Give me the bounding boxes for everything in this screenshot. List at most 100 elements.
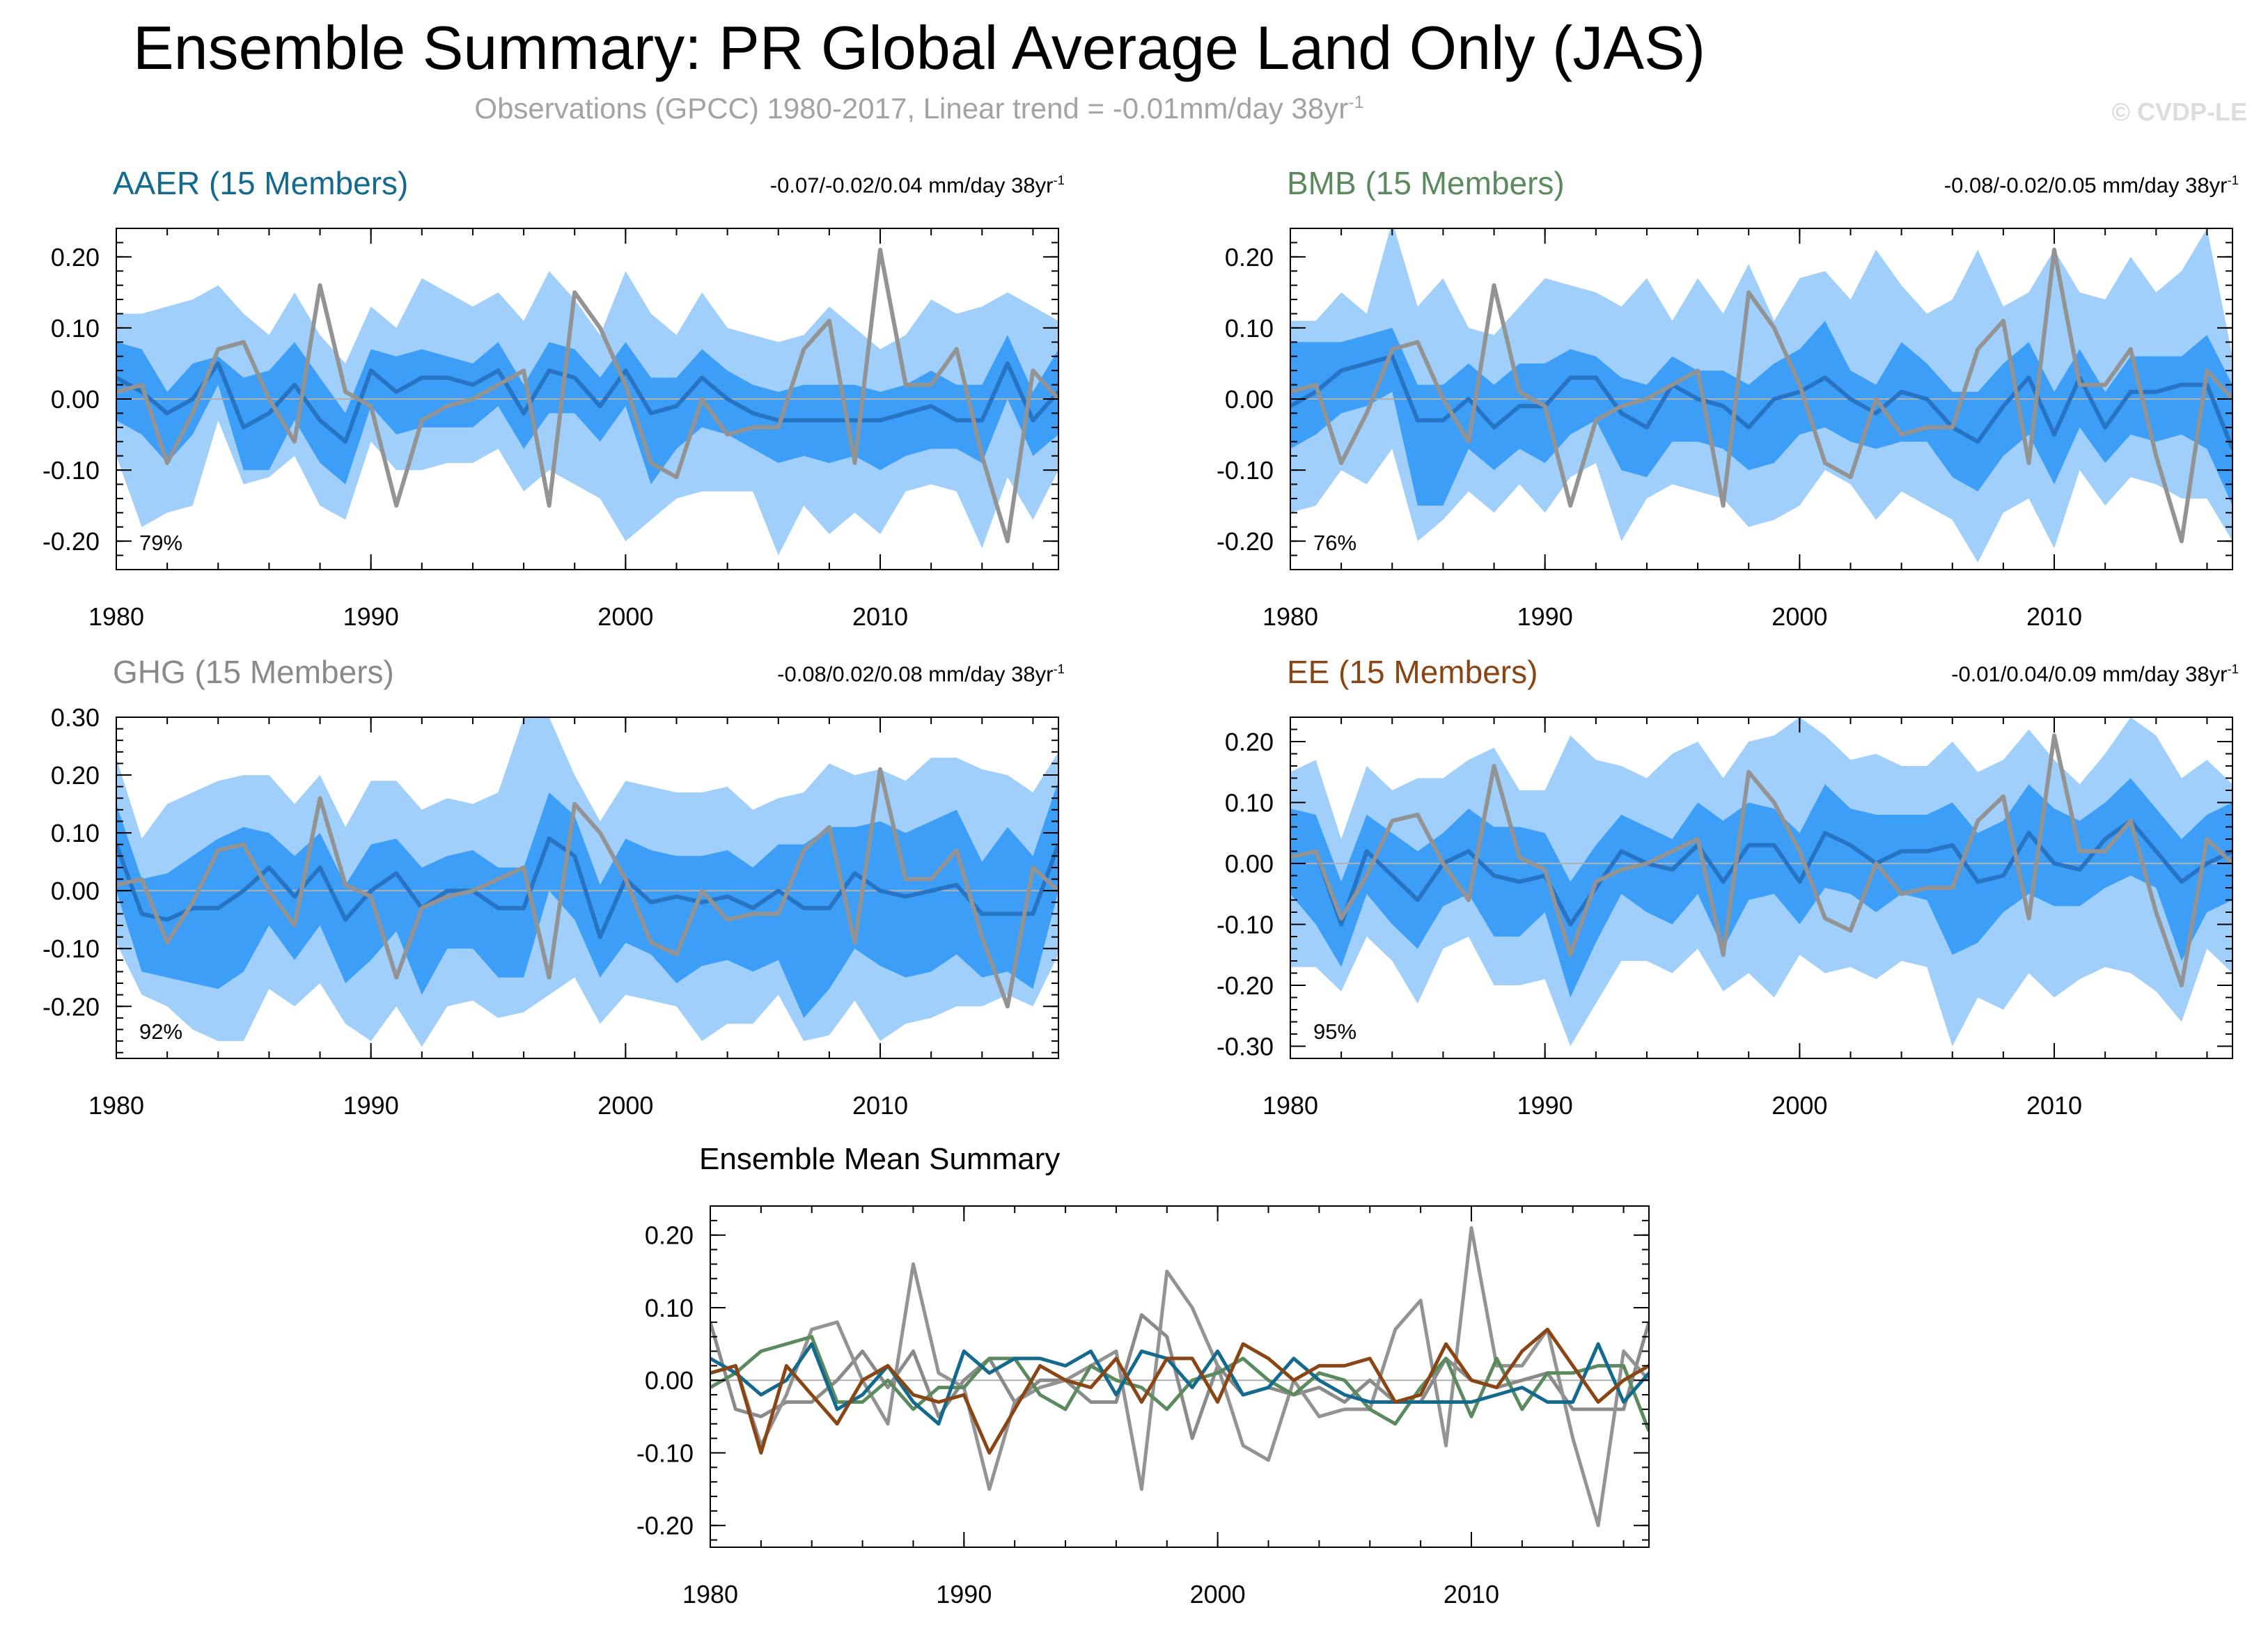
chart-ensmean: -0.20 -0.10 0.00 0.10 0.20 1980 1990 2000 2010	[636, 1205, 1650, 1609]
observations-line	[1290, 247, 2232, 544]
trend-aaer-text: -0.07/-0.02/0.04 mm/day 38yr	[769, 173, 1054, 198]
x-tick-label: 1980	[1262, 1091, 1318, 1120]
y-tick-label: 0.00	[51, 385, 100, 414]
y-tick-label: -0.10	[636, 1439, 694, 1467]
plot-area-ensmean	[710, 1226, 1649, 1528]
panel-title-aaer: AAER (15 Members)	[113, 165, 409, 201]
percent-label: 79%	[139, 531, 182, 555]
series-line-aaer	[710, 1342, 1649, 1426]
y-tick-label: -0.10	[1217, 911, 1274, 939]
percent-label: 76%	[1313, 531, 1356, 555]
x-tick-label: 1980	[682, 1580, 738, 1609]
y-tick-label: -0.20	[42, 527, 100, 556]
y-tick-label: 0.00	[1225, 850, 1274, 878]
x-tick-label: 2000	[1772, 1091, 1827, 1120]
x-tick-label: 2010	[852, 602, 908, 631]
observations-line	[116, 247, 1058, 544]
panel-title-bmb: BMB (15 Members)	[1287, 165, 1565, 201]
plot-area-ghg	[116, 717, 1058, 1047]
chart-ghg: -0.20 -0.10 0.00 0.10 0.20 0.30 1980 1990 2000 20…	[42, 703, 1059, 1120]
y-tick-label: 0.20	[51, 761, 100, 790]
x-tick-label: 2010	[2026, 602, 2082, 631]
y-tick-label: -0.20	[636, 1512, 694, 1540]
x-tick-label: 2010	[852, 1091, 908, 1120]
y-tick-label: 0.20	[1225, 728, 1274, 756]
ensemble-mean-line	[1290, 818, 2232, 927]
x-tick-label: 1980	[88, 602, 144, 631]
ensemble-mean-line	[116, 836, 1058, 939]
y-tick-label: 0.20	[1225, 243, 1274, 272]
trend-ghg-exponent: -1	[1053, 662, 1065, 676]
panel-title-ensemble-mean: Ensemble Mean Summary	[699, 1142, 1061, 1176]
y-tick-label: -0.30	[1217, 1033, 1274, 1061]
observations-line	[116, 767, 1058, 1009]
plot-frame	[710, 1205, 1650, 1548]
panel-title-ghg: GHG (15 Members)	[113, 654, 394, 690]
chart-aaer: -0.20 -0.10 0.00 0.10 0.20 1980 1990 2000 2010 79…	[42, 228, 1059, 631]
y-tick-label: 0.30	[51, 703, 100, 732]
y-tick-label: -0.20	[1217, 527, 1274, 556]
y-tick-label: 0.00	[645, 1366, 694, 1395]
trend-aaer-exponent: -1	[1053, 173, 1065, 187]
trend-aaer: -0.07/-0.02/0.04 mm/day 38yr-1	[770, 173, 1065, 198]
y-tick-label: -0.20	[42, 992, 100, 1021]
subtitle-exponent: -1	[1348, 93, 1364, 112]
y-tick-label: -0.20	[1217, 971, 1274, 1000]
x-tick-label: 1990	[1517, 1091, 1573, 1120]
y-tick-label: 0.00	[1225, 385, 1274, 414]
x-tick-label: 1990	[343, 1091, 399, 1120]
percent-label: 95%	[1313, 1019, 1356, 1044]
y-tick-label: -0.10	[1217, 456, 1274, 485]
trend-ee: -0.01/0.04/0.09 mm/day 38yr-1	[1951, 662, 2239, 687]
y-tick-label: 0.10	[51, 314, 100, 343]
watermark: © CVDP-LE	[2111, 97, 2247, 126]
x-tick-label: 2000	[1772, 602, 1827, 631]
x-tick-label: 2000	[1190, 1580, 1246, 1609]
y-tick-label: 0.10	[1225, 789, 1274, 817]
inner-spread-band	[116, 335, 1058, 485]
x-tick-label: 1990	[343, 602, 399, 631]
x-tick-label: 1990	[936, 1580, 992, 1609]
observations-line	[1290, 733, 2232, 987]
y-tick-label: 0.10	[1225, 314, 1274, 343]
series-line-observations	[710, 1226, 1649, 1528]
chart-ee: -0.30 -0.20 -0.10 0.00 0.10 0.20 1980 1990 2000 2…	[1217, 717, 2233, 1120]
series-line-bmb	[710, 1335, 1649, 1432]
page-title: Ensemble Summary: PR Global Average Land…	[132, 13, 1706, 82]
subtitle: Observations (GPCC) 1980-2017, Linear tr…	[0, 92, 1838, 125]
trend-ghg: -0.08/0.02/0.08 mm/day 38yr-1	[777, 662, 1065, 687]
x-tick-label: 1990	[1517, 602, 1573, 631]
plot-area-bmb	[1290, 228, 2232, 563]
inner-spread-band	[1290, 778, 2232, 998]
x-tick-label: 1980	[88, 1091, 144, 1120]
trend-bmb: -0.08/-0.02/0.05 mm/day 38yr-1	[1944, 173, 2239, 198]
x-tick-label: 2010	[1444, 1580, 1499, 1609]
y-tick-label: -0.10	[42, 456, 100, 485]
plot-area-aaer	[116, 247, 1058, 556]
x-tick-label: 2000	[597, 1091, 653, 1120]
ensemble-mean-line	[1290, 354, 2232, 450]
trend-bmb-exponent: -1	[2227, 173, 2239, 187]
y-tick-label: -0.10	[42, 934, 100, 963]
plot-area-ee	[1290, 717, 2232, 1047]
y-tick-label: 0.00	[51, 877, 100, 905]
trend-ghg-text: -0.08/0.02/0.08 mm/day 38yr	[777, 662, 1054, 687]
series-line-ghg	[710, 1313, 1649, 1441]
chart-bmb: -0.20 -0.10 0.00 0.10 0.20 1980 1990 2000 2010 76…	[1217, 228, 2233, 631]
y-tick-label: 0.20	[645, 1221, 694, 1250]
percent-label: 92%	[139, 1019, 182, 1044]
y-tick-label: 0.10	[51, 819, 100, 847]
trend-ee-exponent: -1	[2227, 662, 2239, 676]
trend-bmb-text: -0.08/-0.02/0.05 mm/day 38yr	[1944, 173, 2228, 198]
plot-frame	[116, 717, 1059, 1059]
y-tick-label: 0.20	[51, 243, 100, 272]
series-line-ee	[710, 1327, 1649, 1455]
x-tick-label: 2010	[2026, 1091, 2082, 1120]
trend-ee-text: -0.01/0.04/0.09 mm/day 38yr	[1951, 662, 2228, 687]
subtitle-text: Observations (GPCC) 1980-2017, Linear tr…	[474, 92, 1349, 125]
panel-title-ee: EE (15 Members)	[1287, 654, 1538, 690]
y-tick-label: 0.10	[645, 1294, 694, 1322]
x-tick-label: 2000	[597, 602, 653, 631]
x-tick-label: 1980	[1262, 602, 1318, 631]
